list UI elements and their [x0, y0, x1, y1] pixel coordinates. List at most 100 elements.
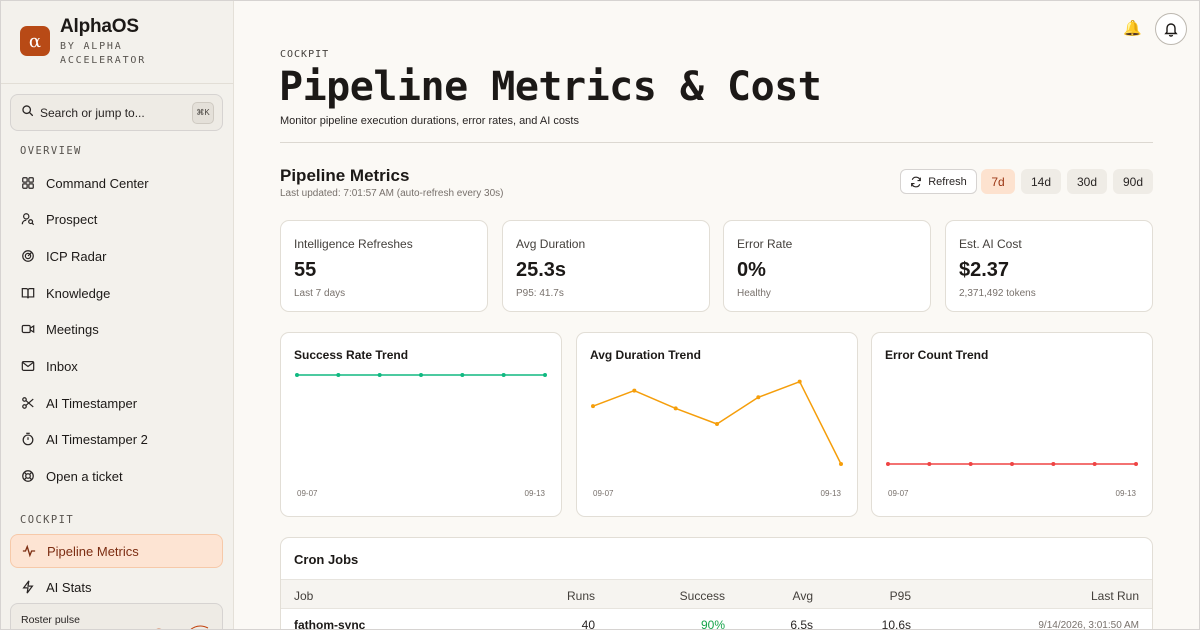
data-point[interactable]	[839, 462, 843, 466]
zap-icon	[20, 579, 36, 595]
brand-logo: α	[20, 26, 50, 56]
sidebar-item-meetings[interactable]: Meetings	[10, 312, 223, 346]
sidebar-item-icp-radar[interactable]: ICP Radar	[10, 239, 223, 273]
main-content: 🔔 COCKPIT Pipeline Metrics & Cost Monito…	[234, 0, 1200, 630]
error-count-chart: 09-07 09-13	[886, 462, 1138, 498]
stat-note: Last 7 days	[294, 288, 346, 299]
data-point[interactable]	[756, 395, 761, 400]
column-header-avg[interactable]: Avg	[792, 589, 813, 603]
data-point[interactable]	[460, 373, 465, 377]
data-point[interactable]	[336, 373, 341, 377]
column-header-last-run[interactable]: Last Run	[1090, 589, 1139, 603]
sidebar-item-ai-timestamper-2[interactable]: AI Timestamper 2	[10, 422, 223, 456]
lifebuoy-icon	[20, 468, 36, 484]
sidebar-item-label: ICP Radar	[46, 248, 107, 264]
data-point[interactable]	[543, 373, 547, 377]
range-button-90d[interactable]: 90d	[1113, 169, 1153, 194]
video-icon	[20, 321, 36, 337]
sidebar-item-command-center[interactable]: Command Center	[10, 166, 223, 200]
data-point[interactable]	[1134, 462, 1138, 466]
avg-duration-chart: 09-07 09-13	[591, 379, 843, 498]
chart-card-avg-duration: Avg Duration Trend 09-07 09-13	[576, 332, 858, 517]
data-point[interactable]	[886, 462, 890, 466]
sidebar-item-knowledge[interactable]: Knowledge	[10, 276, 223, 310]
column-header-job[interactable]: Job	[294, 589, 314, 603]
data-point[interactable]	[715, 421, 719, 426]
stat-value: 55	[294, 259, 317, 281]
divider	[280, 142, 1153, 143]
range-button-30d[interactable]: 30d	[1067, 169, 1107, 194]
radar-icon	[20, 248, 36, 264]
stat-value: 0%	[737, 259, 766, 281]
data-point[interactable]	[968, 462, 973, 466]
shortcut-badge: ⌘K	[192, 101, 214, 124]
sidebar-item-pipeline-metrics[interactable]: Pipeline Metrics	[10, 534, 223, 568]
refresh-label: Refresh	[928, 175, 967, 188]
user-search-icon	[20, 211, 36, 227]
pulse-sparkline	[154, 625, 209, 630]
cell-runs: 40	[581, 618, 595, 630]
column-header-p95[interactable]: P95	[889, 589, 911, 603]
notifications-button[interactable]	[1155, 13, 1187, 45]
section-title: Pipeline Metrics	[280, 166, 410, 185]
last-updated-text: Last updated: 7:01:57 AM (auto-refresh e…	[280, 188, 504, 199]
brand-subtitle: BY ALPHA ACCELERATOR	[60, 41, 147, 66]
x-tick-label: 09-13	[1116, 489, 1137, 498]
stat-label: Est. AI Cost	[959, 237, 1022, 251]
roster-pulse[interactable]: Roster pulse	[10, 603, 223, 630]
cell-success: 90%	[700, 618, 725, 630]
data-point[interactable]	[591, 404, 595, 409]
page-subtitle: Monitor pipeline execution durations, er…	[280, 115, 579, 127]
data-point[interactable]	[419, 373, 423, 377]
sidebar-item-label: AI Timestamper	[46, 395, 138, 411]
stat-note: Healthy	[737, 288, 771, 299]
data-point[interactable]	[1010, 462, 1014, 466]
data-point[interactable]	[501, 373, 506, 377]
notification-bell-icon[interactable]: 🔔	[1123, 20, 1142, 37]
stat-label: Avg Duration	[516, 237, 586, 251]
sidebar-item-ai-stats[interactable]: AI Stats	[10, 570, 223, 604]
mail-icon	[20, 358, 36, 374]
brand[interactable]: α AlphaOS BY ALPHA ACCELERATOR	[20, 16, 170, 68]
sidebar-item-open-a-ticket[interactable]: Open a ticket	[10, 459, 223, 493]
data-point[interactable]	[1092, 462, 1097, 466]
bell-icon	[1164, 23, 1178, 37]
stat-card-avg-duration: Avg Duration 25.3s P95: 41.7s	[502, 220, 710, 312]
stat-note: P95: 41.7s	[516, 288, 564, 299]
stat-card-ai-cost: Est. AI Cost $2.37 2,371,492 tokens	[945, 220, 1153, 312]
range-button-7d[interactable]: 7d	[981, 169, 1015, 194]
sidebar-item-inbox[interactable]: Inbox	[10, 349, 223, 383]
chart-title: Error Count Trend	[885, 348, 989, 362]
column-header-success[interactable]: Success	[679, 589, 725, 603]
table-title: Cron Jobs	[294, 552, 359, 567]
sidebar-item-label: Knowledge	[46, 285, 111, 301]
data-point[interactable]	[797, 379, 802, 384]
stat-card-error-rate: Error Rate 0% Healthy	[723, 220, 931, 312]
page-eyebrow: COCKPIT	[280, 49, 330, 60]
sidebar-item-prospect[interactable]: Prospect	[10, 202, 223, 236]
data-point[interactable]	[632, 388, 637, 393]
x-tick-label: 09-07	[888, 489, 909, 498]
table-row[interactable]: fathom-sync 40 90% 6.5s 10.6s 9/14/2026,…	[281, 609, 1152, 630]
activity-icon	[21, 543, 37, 559]
table-header: Job Runs Success Avg P95 Last Run	[281, 579, 1152, 609]
data-point[interactable]	[927, 462, 932, 466]
divider	[0, 83, 233, 84]
refresh-button[interactable]: Refresh	[900, 169, 977, 194]
cell-job: fathom-sync	[294, 618, 366, 630]
search-input[interactable]: Search or jump to... ⌘K	[10, 94, 223, 131]
data-point[interactable]	[295, 373, 299, 377]
sidebar-item-ai-timestamper[interactable]: AI Timestamper	[10, 386, 223, 420]
stat-value: $2.37	[959, 259, 1010, 281]
data-point[interactable]	[377, 373, 382, 377]
chart-title: Avg Duration Trend	[590, 348, 701, 362]
range-button-14d[interactable]: 14d	[1021, 169, 1061, 194]
brand-name: AlphaOS	[60, 16, 139, 37]
data-point[interactable]	[1051, 462, 1056, 466]
chart-card-success-rate: Success Rate Trend 09-07 09-13	[280, 332, 562, 517]
timer-icon	[20, 431, 36, 447]
sidebar-item-label: Prospect	[46, 211, 98, 227]
data-point[interactable]	[673, 406, 678, 411]
stat-card-refreshes: Intelligence Refreshes 55 Last 7 days	[280, 220, 488, 312]
column-header-runs[interactable]: Runs	[566, 589, 595, 603]
